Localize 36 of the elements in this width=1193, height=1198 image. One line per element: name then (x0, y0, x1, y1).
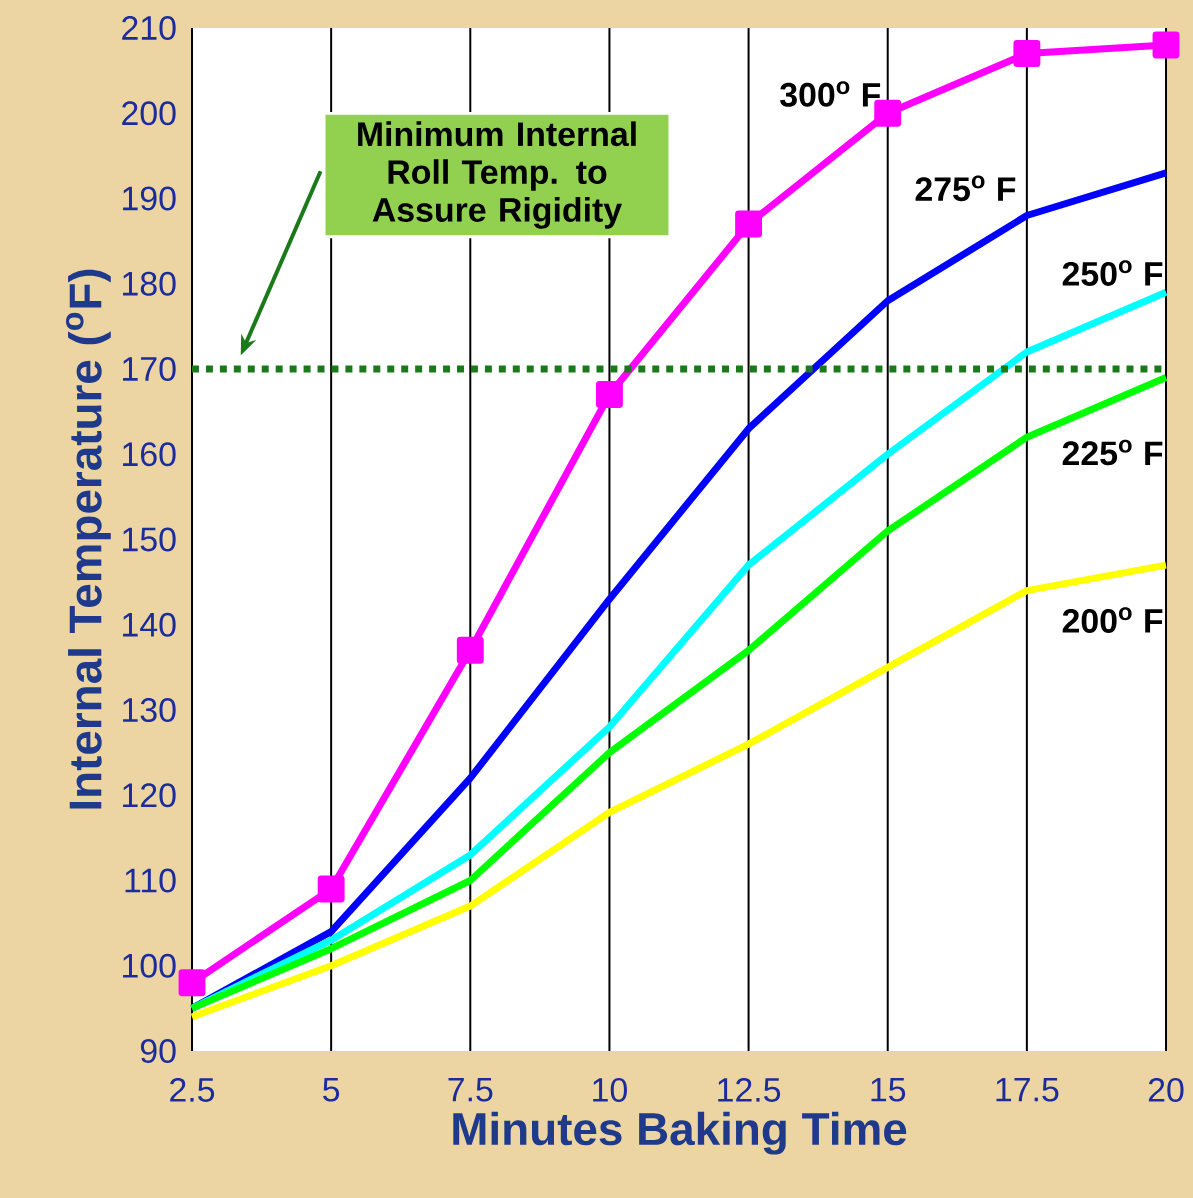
x-tick-label: 2.5 (170, 1077, 215, 1102)
y-tick-label: 190 (123, 186, 176, 211)
x-tick-label: 7.5 (448, 1077, 493, 1102)
point (595, 381, 623, 409)
y-tick-label: 210 (122, 15, 176, 40)
series-label: 200$^{o}$ F (1062, 607, 1163, 633)
x-axis-title: Minutes Baking Time (453, 1111, 907, 1155)
point (456, 636, 484, 664)
series-label: 275$^{o}$ F (915, 175, 1016, 202)
series-label: 300$^{o}$ F (780, 81, 881, 107)
y-tick-label: 120 (123, 783, 176, 808)
x-tick-label: 5 (323, 1077, 340, 1102)
x-tick-label: 12.5 (718, 1077, 781, 1102)
y-axis-title: Internal Temperature ($^{o}$F) (66, 269, 111, 809)
y-tick-label: 140 (123, 612, 176, 637)
y-tick-label: 160 (123, 442, 176, 467)
annotation: Minimum Internal Roll Temp. to Assure Rigidity (358, 121, 636, 229)
y-tick-label: 180 (123, 271, 176, 296)
y-tick-label: 150 (123, 527, 176, 552)
point (1013, 40, 1041, 68)
point (1152, 31, 1180, 59)
x-tick-label: 15 (871, 1077, 906, 1102)
y-tick-label: 200 (122, 101, 176, 126)
point (178, 969, 206, 997)
point (735, 210, 763, 238)
x-tick-label: 17.5 (996, 1077, 1059, 1102)
y-tick-label: 130 (123, 698, 176, 722)
y-tick-label: 90 (140, 1039, 176, 1063)
y-tick-label: 170 (123, 357, 176, 381)
y-tick-label: 110 (125, 868, 176, 893)
point (317, 875, 345, 903)
series-label: 250$^{o}$ F (1062, 260, 1163, 286)
x-tick-label: 20 (1148, 1077, 1184, 1102)
x-tick-label: 10 (593, 1077, 627, 1102)
y-tick-label: 100 (123, 953, 176, 978)
series-label: 225$^{o}$ F (1062, 439, 1163, 466)
